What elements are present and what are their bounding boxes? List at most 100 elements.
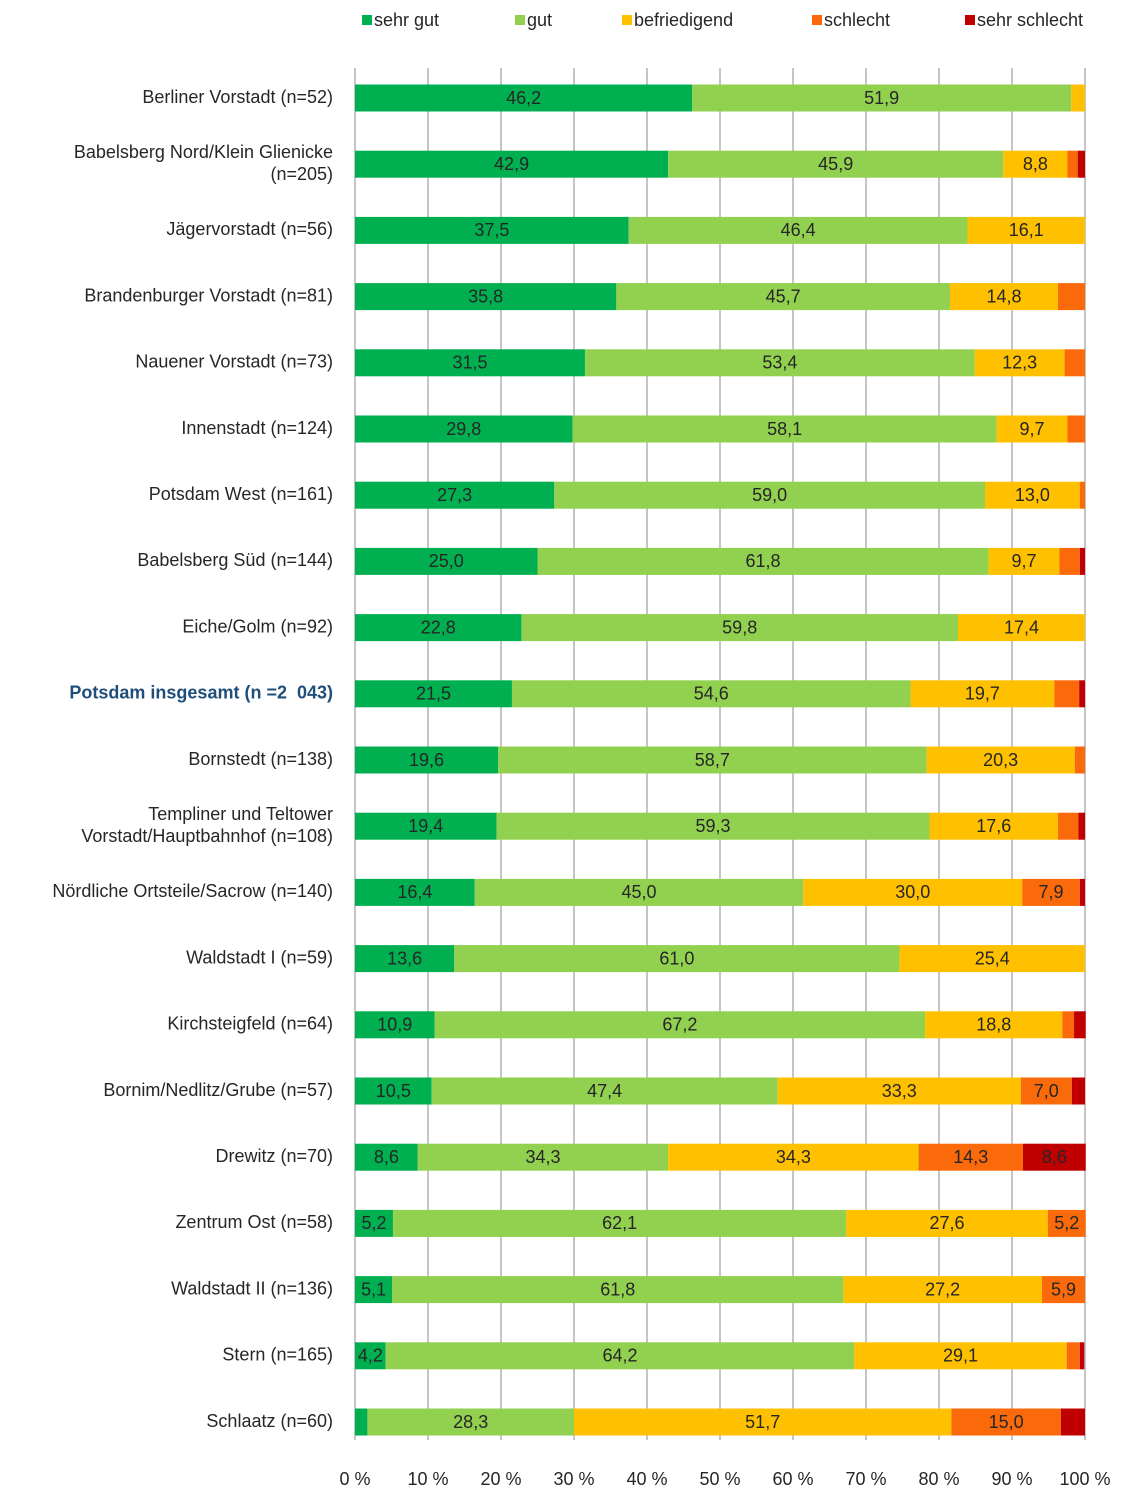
x-tick-label: 80 % xyxy=(918,1469,959,1489)
bar-segment xyxy=(1067,150,1078,178)
x-tick-label: 50 % xyxy=(699,1469,740,1489)
x-tick-label: 40 % xyxy=(626,1469,667,1489)
bar-segment xyxy=(1003,150,1068,178)
value-label: 64,2 xyxy=(602,1346,637,1366)
category-label: Bornstedt (n=138) xyxy=(188,749,333,769)
value-label: 45,7 xyxy=(766,286,801,306)
bar-segment xyxy=(1064,349,1085,377)
value-label: 10,5 xyxy=(376,1081,411,1101)
bar-segment xyxy=(355,1011,435,1039)
bar-segment xyxy=(1057,283,1085,311)
bar-segment xyxy=(498,746,927,774)
legend-label: befriedigend xyxy=(634,10,733,30)
bar-segment xyxy=(967,216,1085,244)
value-label: 45,0 xyxy=(621,882,656,902)
category-label: Babelsberg Nord/Klein Glienicke (n=205) xyxy=(74,142,333,184)
bar-segment xyxy=(392,1209,847,1237)
value-label: 58,7 xyxy=(695,750,730,770)
bar-segment xyxy=(431,1077,778,1105)
bar-segment xyxy=(1067,415,1085,443)
bar-segment xyxy=(385,1342,855,1370)
bar-segment xyxy=(974,349,1065,377)
value-label: 46,2 xyxy=(506,88,541,108)
bar-segment xyxy=(1077,150,1085,178)
value-label: 13,0 xyxy=(1015,485,1050,505)
value-label: 17,6 xyxy=(976,816,1011,836)
bar-segment xyxy=(628,216,968,244)
bar-segment xyxy=(1041,1276,1085,1304)
bar-segment xyxy=(355,415,573,443)
bar-segment xyxy=(1020,1077,1072,1105)
value-label: 53,4 xyxy=(762,353,797,373)
bar-segment xyxy=(355,945,455,973)
legend-label: schlecht xyxy=(824,10,890,30)
bar-segment xyxy=(454,945,900,973)
value-label: 14,3 xyxy=(953,1147,988,1167)
value-label: 5,2 xyxy=(361,1213,386,1233)
x-tick-label: 10 % xyxy=(407,1469,448,1489)
value-label: 9,7 xyxy=(1012,551,1037,571)
bar-segment xyxy=(537,547,989,575)
value-label: 7,0 xyxy=(1034,1081,1059,1101)
bar-segment xyxy=(957,614,1085,642)
value-label: 59,8 xyxy=(722,617,757,637)
bar-segment xyxy=(554,481,985,509)
value-label: 34,3 xyxy=(776,1147,811,1167)
value-label: 15,0 xyxy=(989,1412,1024,1432)
bar-segment xyxy=(854,1342,1067,1370)
bar-segment xyxy=(572,415,997,443)
value-label: 51,7 xyxy=(745,1412,780,1432)
bar-segment xyxy=(355,150,669,178)
bar-segment xyxy=(392,1276,844,1304)
category-label: Potsdam insgesamt (n =2 043) xyxy=(69,683,333,703)
bar-segment xyxy=(843,1276,1042,1304)
bar-segment xyxy=(355,547,538,575)
value-label: 30,0 xyxy=(895,882,930,902)
value-label: 61,8 xyxy=(600,1279,635,1299)
bar-segment xyxy=(668,1143,919,1171)
bar-segment xyxy=(1079,680,1085,708)
bar-segment xyxy=(355,1209,393,1237)
category-label: Stern (n=165) xyxy=(222,1345,333,1365)
bar-segment xyxy=(355,1143,418,1171)
bar-segment xyxy=(355,812,497,840)
bar-segment xyxy=(521,614,958,642)
value-label: 35,8 xyxy=(468,286,503,306)
value-label: 31,5 xyxy=(452,353,487,373)
legend-label: sehr gut xyxy=(374,10,439,30)
bar-segment xyxy=(355,878,475,906)
bar-segment xyxy=(1079,878,1085,906)
bar-segment xyxy=(616,283,950,311)
bar-segment xyxy=(1079,481,1085,509)
value-label: 45,9 xyxy=(818,154,853,174)
value-label: 5,9 xyxy=(1051,1279,1076,1299)
category-label: Jägervorstadt (n=56) xyxy=(166,219,333,239)
value-label: 27,6 xyxy=(930,1213,965,1233)
category-label: Brandenburger Vorstadt (n=81) xyxy=(84,285,333,305)
category-label: Kirchsteigfeld (n=64) xyxy=(167,1014,333,1034)
category-label: Drewitz (n=70) xyxy=(215,1146,333,1166)
category-label: Babelsberg Süd (n=144) xyxy=(137,550,333,570)
x-tick-label: 90 % xyxy=(991,1469,1032,1489)
value-label: 27,2 xyxy=(925,1279,960,1299)
bar-segment xyxy=(910,680,1055,708)
value-label: 61,0 xyxy=(659,948,694,968)
value-label: 29,1 xyxy=(943,1346,978,1366)
value-label: 7,9 xyxy=(1039,882,1064,902)
value-label: 21,5 xyxy=(416,684,451,704)
category-label: Templiner und Teltower Vorstadt/Hauptbahn… xyxy=(81,804,333,846)
bar-segment xyxy=(668,150,1004,178)
bar-segment xyxy=(511,680,911,708)
value-label: 20,3 xyxy=(983,750,1018,770)
bar-segment xyxy=(355,1408,368,1436)
bar-segment xyxy=(1047,1209,1086,1237)
value-label: 54,6 xyxy=(694,684,729,704)
value-label: 67,2 xyxy=(662,1015,697,1035)
value-label: 51,9 xyxy=(864,88,899,108)
value-label: 8,8 xyxy=(1023,154,1048,174)
x-tick-label: 70 % xyxy=(845,1469,886,1489)
bar-segment xyxy=(434,1011,926,1039)
bar-segment xyxy=(1062,1011,1075,1039)
category-label: Innenstadt (n=124) xyxy=(181,418,333,438)
value-label: 42,9 xyxy=(494,154,529,174)
